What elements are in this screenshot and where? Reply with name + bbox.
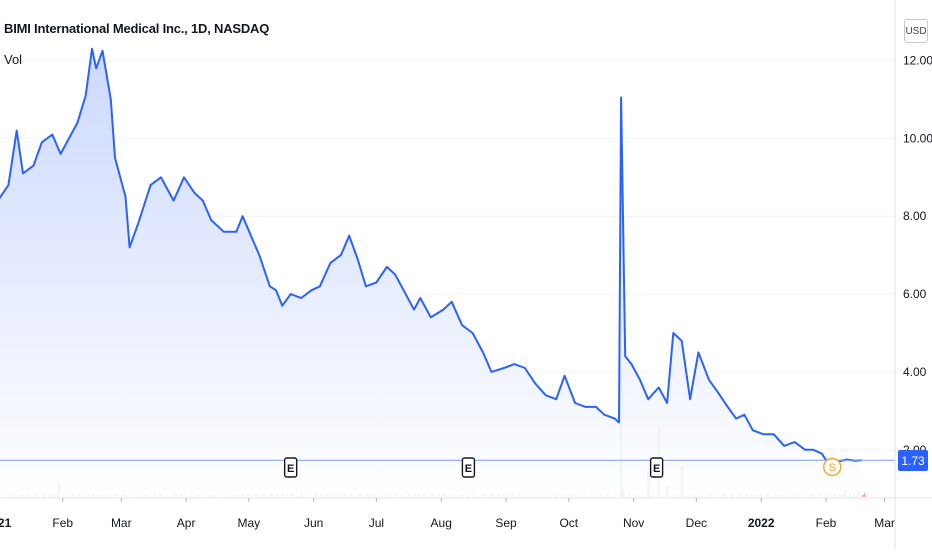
y-tick-label: 10.00: [903, 131, 932, 145]
earnings-marker-label: E: [287, 463, 294, 475]
y-tick-label: 6.00: [903, 287, 927, 301]
split-marker-circle: [823, 457, 842, 477]
x-tick-label: Feb: [52, 516, 73, 530]
earnings-marker[interactable]: E: [649, 457, 664, 478]
volume-bar: [861, 495, 864, 497]
y-tick-label: 12.00: [903, 54, 932, 68]
earnings-marker-label: E: [465, 463, 472, 475]
earnings-marker[interactable]: E: [283, 457, 298, 478]
split-marker[interactable]: S: [823, 457, 842, 477]
x-tick-label: 2022: [748, 516, 775, 530]
volume-legend-label[interactable]: Vol: [4, 52, 23, 67]
x-tick-label: Feb: [816, 516, 837, 530]
x-tick-label: May: [238, 516, 261, 530]
split-marker-label: S: [829, 462, 836, 474]
y-tick-label: 4.00: [903, 365, 927, 379]
x-tick-label: 2021: [0, 516, 12, 530]
x-tick-label: Sep: [495, 516, 517, 530]
earnings-marker-label: E: [653, 463, 660, 475]
x-tick-label: Dec: [686, 516, 707, 530]
x-tick-label: Mar: [111, 516, 132, 530]
x-tick-label: Oct: [559, 516, 578, 530]
x-tick-label: Mar: [874, 516, 895, 530]
earnings-marker[interactable]: E: [461, 457, 476, 478]
price-line: [0, 47, 862, 465]
x-tick-label: Nov: [623, 516, 644, 530]
currency-button[interactable]: USD: [904, 19, 928, 43]
y-tick-label: 8.00: [903, 209, 927, 223]
earnings-marker-box: [461, 457, 476, 478]
price-area-fill: [0, 48, 862, 498]
volume-bar: [863, 493, 866, 497]
x-tick-label: Jun: [304, 516, 323, 530]
x-tick-label: Apr: [177, 516, 196, 530]
x-tick-label: Jul: [369, 516, 384, 530]
earnings-marker-box: [649, 457, 664, 478]
earnings-marker-box: [283, 457, 298, 478]
symbol-title[interactable]: BIMI International Medical Inc., 1D, NAS…: [4, 21, 270, 36]
time-axis: 2021 Feb Mar Apr May Jun Jul Aug Sep Oct Nov Dec 202…: [0, 497, 932, 530]
last-price-tag: 1.73: [898, 450, 928, 472]
x-tick-label: Aug: [431, 516, 452, 530]
